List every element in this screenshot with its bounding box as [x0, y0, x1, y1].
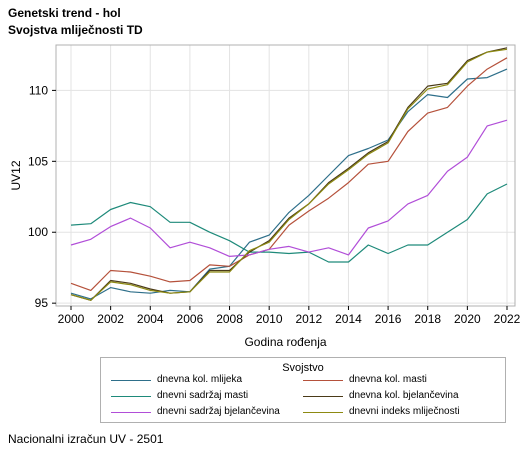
- legend-swatch: [303, 380, 343, 381]
- x-tick-label: 2010: [256, 312, 283, 326]
- legend-swatch: [111, 396, 151, 397]
- legend-label: dnevni sadržaj masti: [157, 390, 249, 401]
- x-tick-label: 2004: [137, 312, 164, 326]
- line-chart: 2000 2002 2004 2006 2008 2010 2012 2014 2016 2018…: [9, 44, 521, 349]
- legend-title: Svojstvo: [282, 362, 324, 374]
- x-tick-label: 2012: [295, 312, 322, 326]
- legend-swatch: [303, 412, 343, 413]
- legend-label: dnevna kol. mlijeka: [157, 374, 243, 385]
- series-line-5: [70, 119, 508, 257]
- legend-label: dnevna kol. bjelančevina: [349, 390, 459, 401]
- series-lines: [70, 47, 508, 301]
- legend-label: dnevna kol. masti: [349, 374, 427, 385]
- legend-label: dnevni indeks mliječnosti: [349, 406, 460, 417]
- x-tick-label: 2000: [58, 312, 85, 326]
- legend-swatch: [111, 380, 151, 381]
- series-line-3: [70, 183, 508, 263]
- y-tick-label: 110: [29, 83, 48, 97]
- y-tick-label: 95: [35, 296, 49, 310]
- y-axis-label: UV12: [9, 160, 23, 190]
- legend-swatch: [303, 396, 343, 397]
- x-tick-label: 2002: [97, 312, 124, 326]
- x-tick-label: 2018: [414, 312, 441, 326]
- x-tick-label: 2020: [454, 312, 481, 326]
- chart-legend: Svojstvo dnevna kol. mlijeka dnevna kol. …: [100, 357, 506, 423]
- legend-swatch: [111, 412, 151, 413]
- x-axis-label: Godina rođenja: [244, 335, 326, 349]
- chart-title: Genetski trend - hol: [8, 6, 121, 20]
- x-tick-label: 2006: [177, 312, 204, 326]
- series-line-2: [70, 57, 508, 291]
- x-tick-label: 2008: [216, 312, 243, 326]
- y-tick-label: 105: [28, 154, 48, 168]
- series-line-4: [70, 47, 508, 301]
- x-tick-label: 2016: [375, 312, 402, 326]
- series-line-6: [70, 48, 508, 301]
- footnote: Nacionalni izračun UV - 2501: [8, 432, 164, 446]
- chart-subtitle: Svojstva mliječnosti TD: [8, 23, 143, 37]
- axis-ticks: 2000 2002 2004 2006 2008 2010 2012 2014 2016 2018…: [28, 83, 521, 326]
- plot-area-frame: [55, 44, 516, 307]
- series-line-1: [70, 68, 508, 300]
- x-tick-label: 2014: [335, 312, 362, 326]
- gridlines: [56, 45, 515, 306]
- y-tick-label: 100: [28, 225, 48, 239]
- chart-title-block: Genetski trend - hol Svojstva mliječnost…: [8, 5, 143, 39]
- legend-label: dnevni sadržaj bjelančevina: [157, 406, 280, 417]
- x-tick-label: 2022: [494, 312, 521, 326]
